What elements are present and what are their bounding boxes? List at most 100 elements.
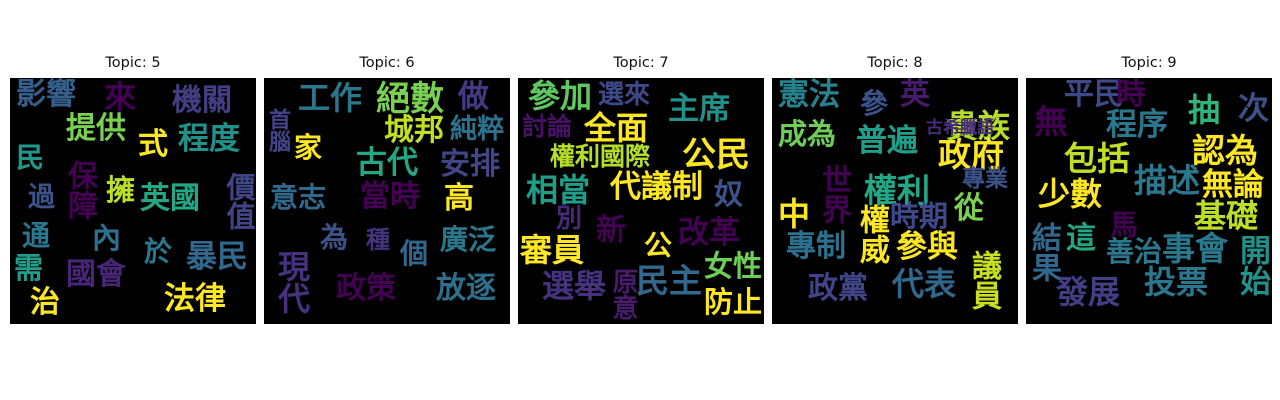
cloud-word: 成為 xyxy=(778,117,837,151)
cloud-word: 代表 xyxy=(892,265,957,303)
cloud-word: 相當 xyxy=(526,171,591,209)
cloud-word: 民 xyxy=(16,141,45,174)
cloud-word: 專制 xyxy=(786,229,846,264)
panel-title: Topic: 9 xyxy=(1121,55,1177,71)
cloud-word: 政黨 xyxy=(808,271,868,306)
cloud-word: 意志 xyxy=(270,181,327,214)
cloud-word: 認為 xyxy=(1192,131,1258,170)
cloud-word: 時 xyxy=(1116,78,1146,112)
cloud-word: 機關 xyxy=(172,83,232,118)
cloud-word: 參與 xyxy=(896,229,958,265)
cloud-word: 選舉 xyxy=(542,267,607,305)
cloud-word: 包括 xyxy=(1064,139,1130,178)
cloud-word: 馬 xyxy=(1106,210,1139,238)
cloud-word: 安排 xyxy=(440,147,500,182)
cloud-word: 做 xyxy=(458,79,489,115)
cloud-word: 時期 xyxy=(890,199,949,233)
cloud-word: 平民 xyxy=(1064,78,1124,112)
cloud-word: 當時 xyxy=(360,179,420,214)
wordcloud-panel: Topic: 6 工作 絕數做首腦家 城邦 純粹 古代 安排 意志 當時高為種個廣泛 現代 政策 放逐 xyxy=(264,52,510,324)
cloud-word: 種 xyxy=(366,226,390,254)
cloud-word: 代議制 xyxy=(610,169,703,205)
cloud-word: 通 xyxy=(22,219,51,252)
cloud-word: 討論 xyxy=(522,112,573,141)
wordcloud-canvas: 影響來 機關 提供式程度民保障擁英國 過 價值通 內於暴民 需國會治 法律 xyxy=(10,78,256,324)
cloud-word: 善治 xyxy=(1106,235,1163,268)
cloud-word: 英 xyxy=(900,78,930,112)
cloud-word: 絕數 xyxy=(376,79,444,119)
cloud-word: 抽 xyxy=(1188,91,1221,129)
cloud-word: 影響 xyxy=(16,78,76,112)
wordcloud-panel: Topic: 9 平民時無 程序抽次包括 認為 少數 描述 無論 基礎 馬 結果這善治 事會 開始 發展… xyxy=(1026,52,1272,324)
cloud-word: 主席 xyxy=(668,91,730,127)
cloud-word: 程度 xyxy=(178,121,240,157)
cloud-word: 現代 xyxy=(273,250,311,314)
cloud-word: 政府 xyxy=(938,135,1004,174)
wordcloud-panel: Topic: 8 憲法參英貴族 成為 普遍 古希臘語 政府世界 權利 專業中 時期從 權威 專制 參與… xyxy=(772,52,1018,324)
cloud-word: 保障 xyxy=(62,160,97,220)
cloud-word: 國會 xyxy=(66,257,126,292)
panel-title: Topic: 5 xyxy=(105,55,161,71)
cloud-word: 專業 xyxy=(962,166,1008,192)
cloud-word: 中 xyxy=(778,195,811,233)
cloud-word: 少數 xyxy=(1038,175,1103,213)
cloud-word: 權威 xyxy=(854,204,889,264)
cloud-word: 議員 xyxy=(966,250,1001,310)
cloud-word: 政策 xyxy=(336,271,396,306)
cloud-word: 式 xyxy=(138,127,168,162)
cloud-word: 廣泛 xyxy=(440,223,497,256)
cloud-word: 貴族 xyxy=(946,107,1011,145)
cloud-word: 結果 xyxy=(1026,222,1061,282)
cloud-word: 首腦 xyxy=(265,108,290,152)
wordcloud-canvas: 工作 絕數做首腦家 城邦 純粹 古代 安排 意志 當時高為種個廣泛 現代 政策 放逐 xyxy=(264,78,510,324)
cloud-word: 公民 xyxy=(682,135,750,175)
panel-title: Topic: 8 xyxy=(867,55,923,71)
cloud-word: 發展 xyxy=(1056,273,1121,311)
cloud-word: 程序 xyxy=(1106,107,1168,143)
cloud-word: 擁 xyxy=(106,173,136,207)
cloud-word: 普遍 xyxy=(856,123,918,159)
panel-title: Topic: 7 xyxy=(613,55,669,71)
cloud-word: 權利 xyxy=(864,171,930,210)
cloud-word: 權利國際 xyxy=(550,142,651,171)
cloud-word: 投票 xyxy=(1144,263,1209,301)
cloud-word: 內 xyxy=(92,221,122,255)
cloud-word: 憲法 xyxy=(778,78,840,113)
cloud-word: 世界 xyxy=(816,164,851,224)
cloud-word: 工作 xyxy=(298,79,363,117)
cloud-word: 純粹 xyxy=(450,114,504,145)
cloud-word: 民主 xyxy=(636,261,702,300)
cloud-word: 古希臘語 xyxy=(926,118,994,138)
cloud-word: 治 xyxy=(30,285,60,320)
wordcloud-canvas: 平民時無 程序抽次包括 認為 少數 描述 無論 基礎 馬 結果這善治 事會 開始 發展 投票 xyxy=(1026,78,1272,324)
cloud-word: 為 xyxy=(320,221,349,254)
cloud-word: 古代 xyxy=(356,145,418,181)
cloud-word: 參 xyxy=(860,87,889,120)
cloud-word: 這 xyxy=(1066,221,1096,256)
cloud-word: 高 xyxy=(444,181,474,216)
wordcloud-canvas: 參加 選來 主席 討論 全面 權利國際 公民 相當 代議制奴別新 改革公 審員 選舉 原意 民主 女性 防止 xyxy=(518,78,764,324)
cloud-word: 原意 xyxy=(608,268,638,320)
cloud-word: 提供 xyxy=(66,111,126,146)
cloud-word: 次 xyxy=(1238,91,1269,127)
cloud-word: 基礎 xyxy=(1194,197,1259,235)
cloud-word: 審員 xyxy=(520,231,585,269)
cloud-word: 描述 xyxy=(1134,161,1200,200)
cloud-word: 公 xyxy=(644,229,673,262)
cloud-word: 價值 xyxy=(222,172,256,230)
cloud-word: 女性 xyxy=(704,249,763,283)
panel-title: Topic: 6 xyxy=(359,55,415,71)
cloud-word: 從 xyxy=(954,191,984,226)
cloud-word: 放逐 xyxy=(436,271,496,306)
cloud-word: 無 xyxy=(1029,104,1068,137)
cloud-word: 暴民 xyxy=(186,239,248,275)
cloud-word: 個 xyxy=(400,237,429,270)
wordcloud-panel: Topic: 7 參加 選來 主席 討論 全面 權利國際 公民 相當 代議制奴別新 改革公 審員 選舉原… xyxy=(518,52,764,324)
cloud-word: 新 xyxy=(596,213,626,248)
cloud-word: 別 xyxy=(556,204,583,234)
wordcloud-panel: Topic: 5 影響來 機關 提供式程度民保障擁英國 過 價值通 內於暴民 需國會治 法律 xyxy=(10,52,256,324)
cloud-word: 家 xyxy=(294,131,323,164)
cloud-word: 需 xyxy=(14,251,44,285)
cloud-word: 無論 xyxy=(1202,167,1264,203)
